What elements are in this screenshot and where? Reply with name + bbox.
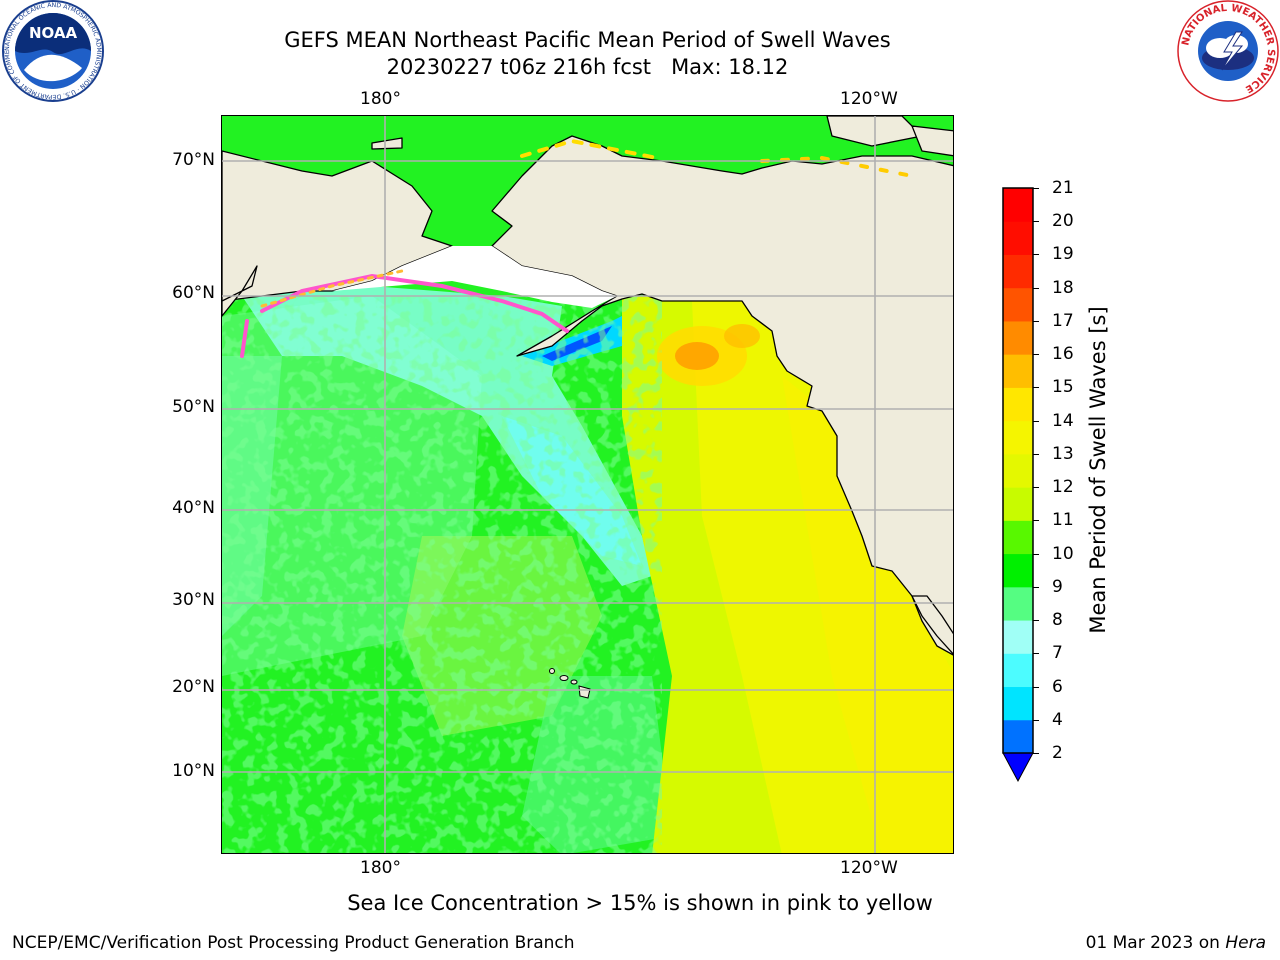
- graticule: [222, 116, 953, 853]
- plot-subtitle: 20230227 t06z 216h fcst Max: 18.12: [386, 55, 789, 79]
- colorbar-tick-label: 7: [1052, 643, 1063, 664]
- colorbar-tick-label: 14: [1052, 410, 1074, 431]
- colorbar-tick: [1033, 453, 1039, 455]
- colorbar-segment: [1003, 221, 1033, 255]
- footer-credit: NCEP/EMC/Verification Post Processing Pr…: [12, 933, 575, 953]
- footer-date-text: 01 Mar 2023 on: [1085, 933, 1226, 953]
- colorbar-tick-label: 4: [1052, 709, 1063, 730]
- colorbar-tick: [1033, 221, 1039, 223]
- colorbar-tick: [1033, 686, 1039, 688]
- colorbar: [1002, 187, 1034, 783]
- sea-ice-note: Sea Ice Concentration > 15% is shown in …: [347, 891, 933, 915]
- colorbar-tick-label: 6: [1052, 676, 1063, 697]
- colorbar-segment: [1003, 553, 1033, 588]
- colorbar-segment: [1003, 686, 1033, 721]
- colorbar-tick-label: 17: [1052, 310, 1074, 331]
- colorbar-tick-label: 8: [1052, 610, 1063, 631]
- colorbar-segment: [1003, 320, 1033, 355]
- colorbar-outline: [1002, 187, 1034, 754]
- lon-tick-top-180: 180°: [360, 89, 401, 109]
- colorbar-tick: [1033, 520, 1039, 522]
- colorbar-tick: [1033, 320, 1039, 322]
- colorbar-under-arrow: [1002, 752, 1034, 783]
- footer-host: Hera: [1225, 933, 1266, 953]
- colorbar-tick-label: 11: [1052, 510, 1074, 531]
- lat-tick-40n: 40°N: [172, 498, 215, 518]
- lon-tick-bottom-120w: 120°W: [840, 858, 898, 878]
- lat-tick-50n: 50°N: [172, 397, 215, 417]
- colorbar-segment: [1003, 254, 1033, 289]
- nws-logo: NATIONAL WEATHER SERVICE: [1176, 0, 1280, 102]
- colorbar-tick-label: 16: [1052, 344, 1074, 365]
- colorbar-tick: [1033, 653, 1039, 655]
- footer-date: 01 Mar 2023 on Hera: [1086, 933, 1266, 953]
- colorbar-segment: [1003, 188, 1033, 222]
- colorbar-tick: [1033, 753, 1039, 754]
- colorbar-tick: [1033, 586, 1039, 588]
- colorbar-tick-label: 2: [1052, 743, 1063, 763]
- lat-tick-60n: 60°N: [172, 283, 215, 303]
- lon-tick-bottom-180: 180°: [360, 858, 401, 878]
- noaa-logo-text: NOAA: [29, 24, 78, 42]
- colorbar-segment: [1003, 586, 1033, 621]
- colorbar-tick: [1033, 719, 1039, 721]
- colorbar-tick-label: 13: [1052, 443, 1074, 464]
- colorbar-tick-label: 21: [1052, 178, 1074, 198]
- colorbar-tick-label: 18: [1052, 277, 1074, 298]
- plot-title: GEFS MEAN Northeast Pacific Mean Period …: [284, 28, 891, 52]
- colorbar-segment: [1003, 420, 1033, 455]
- colorbar-tick: [1033, 420, 1039, 422]
- colorbar-tick: [1033, 287, 1039, 289]
- lat-tick-10n: 10°N: [172, 761, 215, 781]
- colorbar-segment: [1003, 520, 1033, 555]
- colorbar-segment: [1003, 354, 1033, 388]
- lat-tick-70n: 70°N: [172, 150, 215, 170]
- colorbar-tick-label: 9: [1052, 576, 1063, 597]
- colorbar-segment: [1003, 620, 1033, 654]
- colorbar-title: Mean Period of Swell Waves [s]: [1086, 306, 1110, 634]
- noaa-logo: NATIONAL OCEANIC AND ATMOSPHERIC ADMINIS…: [0, 0, 104, 102]
- colorbar-tick-label: 15: [1052, 377, 1074, 398]
- colorbar-segment: [1003, 719, 1033, 754]
- colorbar-segment: [1003, 287, 1033, 322]
- colorbar-segment: [1003, 653, 1033, 688]
- colorbar-tick: [1033, 188, 1039, 189]
- map-panel: [221, 115, 954, 854]
- lat-tick-20n: 20°N: [172, 677, 215, 697]
- colorbar-tick-label: 19: [1052, 244, 1074, 265]
- colorbar-segment: [1003, 387, 1033, 422]
- colorbar-tick-label: 10: [1052, 543, 1074, 564]
- colorbar-segment: [1003, 453, 1033, 488]
- colorbar-tick-label: 12: [1052, 477, 1074, 498]
- swell-period-field: [222, 116, 953, 853]
- lat-tick-30n: 30°N: [172, 590, 215, 610]
- colorbar-tick: [1033, 487, 1039, 489]
- lon-tick-top-120w: 120°W: [840, 89, 898, 109]
- colorbar-tick: [1033, 620, 1039, 622]
- colorbar-segment: [1003, 487, 1033, 521]
- colorbar-tick: [1033, 387, 1039, 389]
- colorbar-tick: [1033, 354, 1039, 356]
- colorbar-tick: [1033, 553, 1039, 555]
- colorbar-tick: [1033, 254, 1039, 256]
- colorbar-tick-label: 20: [1052, 211, 1074, 232]
